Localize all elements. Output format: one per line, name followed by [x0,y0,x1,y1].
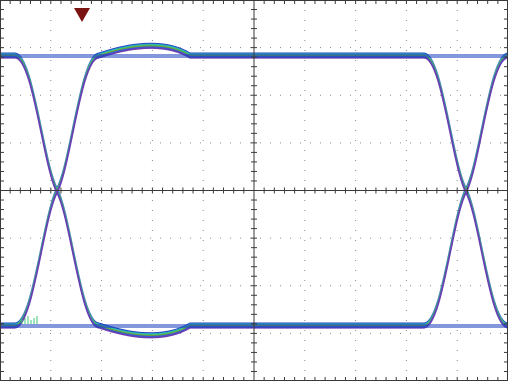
oscilloscope-screen [0,0,508,381]
